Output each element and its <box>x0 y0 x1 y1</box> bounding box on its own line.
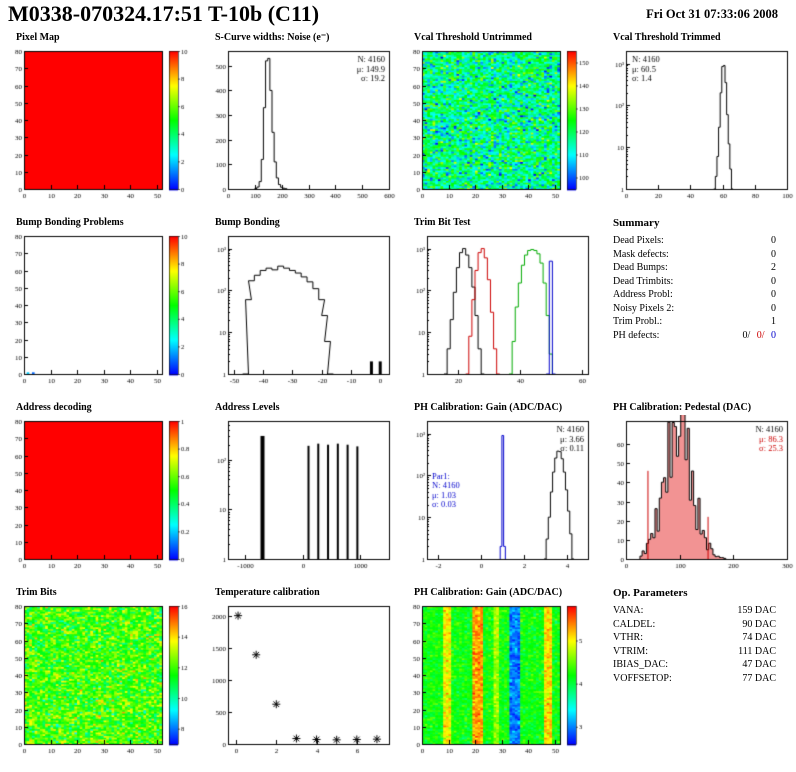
panel-vcal-untrimmed: Vcal Threshold Untrimmed <box>398 30 597 215</box>
pixel-map-canvas <box>0 45 199 205</box>
temperature-calibration-canvas <box>199 600 398 760</box>
plot-title-vcal-untrimmed: Vcal Threshold Untrimmed <box>414 32 532 43</box>
panel-address-levels: Address Levels <box>199 400 398 585</box>
summary-row-dead-trimbits: Dead Trimbits: 0 <box>613 275 776 287</box>
summary-row-mask-defects: Mask defects: 0 <box>613 248 776 260</box>
ph-pedestal-canvas <box>597 415 796 575</box>
plot-title-ph-gain-map: PH Calibration: Gain (ADC/DAC) <box>414 587 563 598</box>
ph-gain-canvas <box>398 415 597 575</box>
panel-ph-gain: PH Calibration: Gain (ADC/DAC) <box>398 400 597 585</box>
trim-bits-canvas <box>0 600 199 760</box>
panel-vcal-trimmed: Vcal Threshold Trimmed <box>597 30 796 215</box>
panel-scurve-noise: S-Curve widths: Noise (e⁻) <box>199 30 398 215</box>
plot-title-temperature-calibration: Temperature calibration <box>215 587 320 598</box>
trim-bit-test-canvas <box>398 230 597 390</box>
address-decoding-canvas <box>0 415 199 575</box>
op-row-vthr: VTHR: 74 DAC <box>613 632 776 643</box>
summary-title: Summary <box>613 217 660 229</box>
op-parameters-block: Op. Parameters VANA: 159 DAC CALDEL: 90 DA… <box>597 585 796 685</box>
summary-row-noisy-pixels: Noisy Pixels 2: 0 <box>613 302 776 314</box>
plot-title-trim-bits: Trim Bits <box>16 587 57 598</box>
panel-trim-bits: Trim Bits <box>0 585 199 770</box>
panel-address-decoding: Address decoding <box>0 400 199 585</box>
report-header: M0338-070324.17:51 T-10b (C11) Fri Oct 3… <box>0 0 796 30</box>
panel-summary: Summary Dead Pixels: 0 Mask defects: 0 Dea… <box>597 215 796 400</box>
plot-title-address-levels: Address Levels <box>215 402 280 413</box>
plot-title-address-decoding: Address decoding <box>16 402 92 413</box>
plot-grid: Pixel Map S-Curve widths: Noise (e⁻) Vca… <box>0 30 796 770</box>
panel-ph-pedestal: PH Calibration: Pedestal (DAC) <box>597 400 796 585</box>
summary-block: Summary Dead Pixels: 0 Mask defects: 0 Dea… <box>597 215 796 342</box>
vcal-trimmed-canvas <box>597 45 796 205</box>
plot-title-bump-bonding: Bump Bonding <box>215 217 280 228</box>
page-title: M0338-070324.17:51 T-10b (C11) <box>8 1 320 26</box>
panel-bump-problems: Bump Bonding Problems <box>0 215 199 400</box>
panel-pixel-map: Pixel Map <box>0 30 199 215</box>
plot-title-ph-gain: PH Calibration: Gain (ADC/DAC) <box>414 402 563 413</box>
timestamp: Fri Oct 31 07:33:06 2008 <box>646 7 778 21</box>
bump-bonding-canvas <box>199 230 398 390</box>
vcal-untrimmed-canvas <box>398 45 597 205</box>
panel-ph-gain-map: PH Calibration: Gain (ADC/DAC) <box>398 585 597 770</box>
op-row-vana: VANA: 159 DAC <box>613 605 776 616</box>
op-parameters-title: Op. Parameters <box>613 587 688 599</box>
plot-title-ph-pedestal: PH Calibration: Pedestal (DAC) <box>613 402 752 413</box>
plot-title-bump-problems: Bump Bonding Problems <box>16 217 124 228</box>
scurve-noise-canvas <box>199 45 398 205</box>
ph-gain-map-canvas <box>398 600 597 760</box>
summary-row-trim-probl: Trim Probl.: 1 <box>613 316 776 327</box>
panel-temperature-calibration: Temperature calibration <box>199 585 398 770</box>
address-levels-canvas <box>199 415 398 575</box>
ph-defects-values: 0/ 0/ 0 <box>742 329 776 341</box>
plot-title-vcal-trimmed: Vcal Threshold Trimmed <box>613 32 721 43</box>
op-row-vtrim: VTRIM: 111 DAC <box>613 645 776 657</box>
summary-row-dead-pixels: Dead Pixels: 0 <box>613 235 776 246</box>
summary-row-dead-bumps: Dead Bumps: 2 <box>613 262 776 273</box>
plot-title-trim-bit-test: Trim Bit Test <box>414 217 471 228</box>
plot-title-pixel-map: Pixel Map <box>16 32 60 43</box>
panel-trim-bit-test: Trim Bit Test <box>398 215 597 400</box>
op-row-caldel: CALDEL: 90 DAC <box>613 618 776 630</box>
bump-problems-canvas <box>0 230 199 390</box>
panel-bump-bonding: Bump Bonding <box>199 215 398 400</box>
summary-row-ph-defects: PH defects: 0/ 0/ 0 <box>613 329 776 341</box>
plot-title-scurve-noise: S-Curve widths: Noise (e⁻) <box>215 32 330 43</box>
op-row-voffsetop: VOFFSETOP: 77 DAC <box>613 672 776 684</box>
panel-op-parameters: Op. Parameters VANA: 159 DAC CALDEL: 90 DA… <box>597 585 796 770</box>
op-row-ibias-dac: IBIAS_DAC: 47 DAC <box>613 659 776 670</box>
summary-row-address-probl: Address Probl: 0 <box>613 289 776 300</box>
